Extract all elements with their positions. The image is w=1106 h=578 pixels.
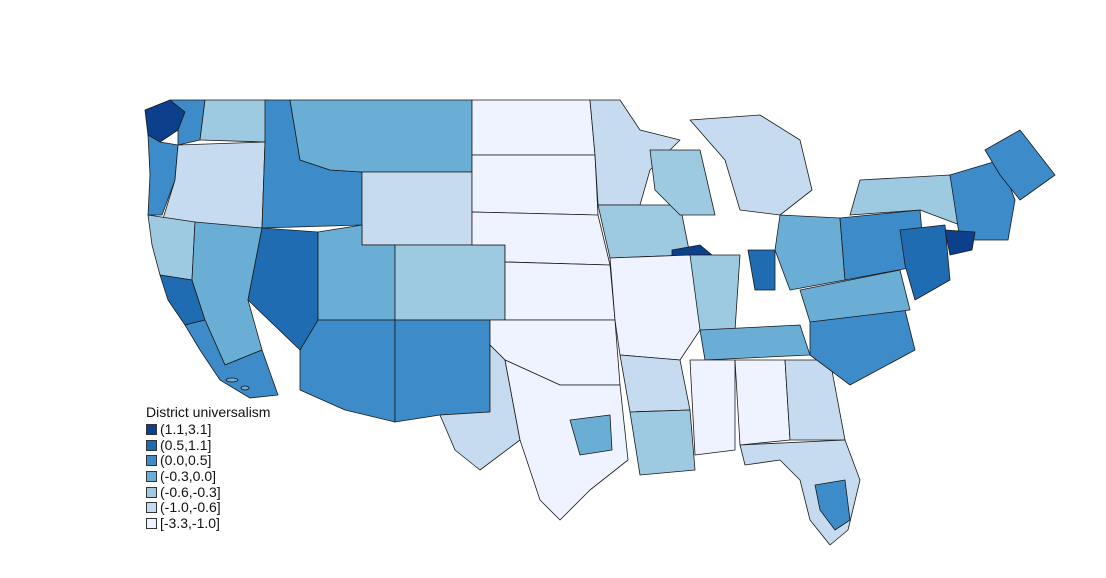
legend-label: (1.1,3.1] [160,421,212,438]
legend-item: (0.5,1.1] [146,436,306,454]
region-new-york [849,174,961,226]
legend-label: (-0.3,0.0] [160,468,217,485]
region-colorado [394,244,506,321]
legend-item: (-0.6,-0.3] [146,484,306,500]
map-legend: District universalism (1.1,3.1] (0.5,1.1]… [146,404,306,531]
legend-label: (-1.0,-0.6] [160,499,221,516]
region-california-south [184,319,279,399]
region-louisiana [629,409,696,476]
region-south-dakota [471,154,599,216]
legend-swatch [146,471,157,483]
region-mississippi [689,359,736,456]
region-new-england [949,159,1016,241]
region-wisconsin [649,149,716,216]
legend-swatch [146,486,157,498]
legend-swatch [146,517,157,529]
legend-title: District universalism [146,404,271,420]
legend-label: (0.5,1.1] [160,436,212,453]
legend-item: (0.0,0.5] [146,453,306,469]
region-washington-east [199,99,269,143]
region-north-dakota [471,99,596,156]
legend-swatch [146,502,157,514]
region-mid-atlantic [899,224,951,301]
region-missouri [609,254,701,361]
legend-item: (-0.3,0.0] [146,469,306,485]
legend-swatch [146,439,157,451]
legend-swatch [146,424,157,436]
region-texas-houston [569,414,613,456]
legend-item: (-1.0,-0.6] [146,500,306,516]
region-alabama [734,359,791,446]
region-florida-south [814,479,851,531]
region-tennessee [699,324,811,361]
island-channel-2 [240,385,250,391]
legend-items: (1.1,3.1] (0.5,1.1] (0.0,0.5] (-0.3,0.0] (-0… [146,422,306,531]
region-texas-central [504,359,629,521]
region-new-mexico [394,319,491,423]
island-channel-1 [225,377,239,383]
legend-label: (-0.6,-0.3] [160,483,221,500]
region-arizona [299,319,396,423]
legend-swatch [146,455,157,467]
legend-item: (1.1,3.1] [146,422,306,438]
region-maine [984,129,1056,201]
region-minnesota [589,99,681,206]
legend-label: (0.0,0.5] [160,452,212,469]
region-montana [289,99,473,173]
region-nevada [247,227,319,351]
region-california-north [147,214,196,281]
legend-item: [-3.3,-1.0] [146,514,306,532]
region-arkansas [619,354,691,413]
region-michigan [689,114,813,216]
region-indiana [747,249,776,291]
legend-label: [-3.3,-1.0] [160,514,220,531]
region-ohio [774,214,846,291]
region-nyc [944,229,976,256]
region-virginia [799,269,911,323]
region-oregon-main [161,141,266,229]
region-oregon-coast [147,134,179,216]
region-wyoming [361,171,473,246]
region-kansas [504,261,616,321]
